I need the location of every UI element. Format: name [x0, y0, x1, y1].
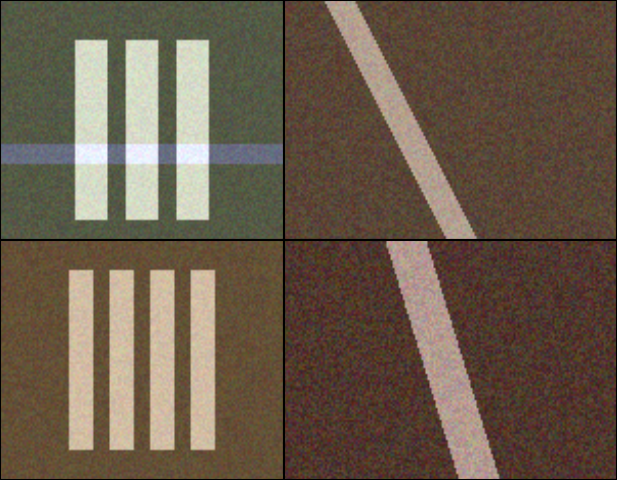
Text: Après
enlèvement
du ciment: Après enlèvement du ciment — [238, 254, 312, 298]
Text: TH2: TH2 — [469, 300, 497, 313]
Text: Détachement
du ciment de
TV1: Détachement du ciment de TV1 — [19, 19, 97, 52]
Text: TH4: TH4 — [423, 391, 450, 404]
Text: TH1: TH1 — [383, 262, 410, 275]
Text: TV4: TV4 — [450, 14, 478, 27]
Text: TV2: TV2 — [361, 94, 388, 107]
Text: TH3: TH3 — [379, 343, 407, 356]
Text: TV1: TV1 — [361, 151, 388, 164]
Text: TV3: TV3 — [534, 60, 561, 73]
